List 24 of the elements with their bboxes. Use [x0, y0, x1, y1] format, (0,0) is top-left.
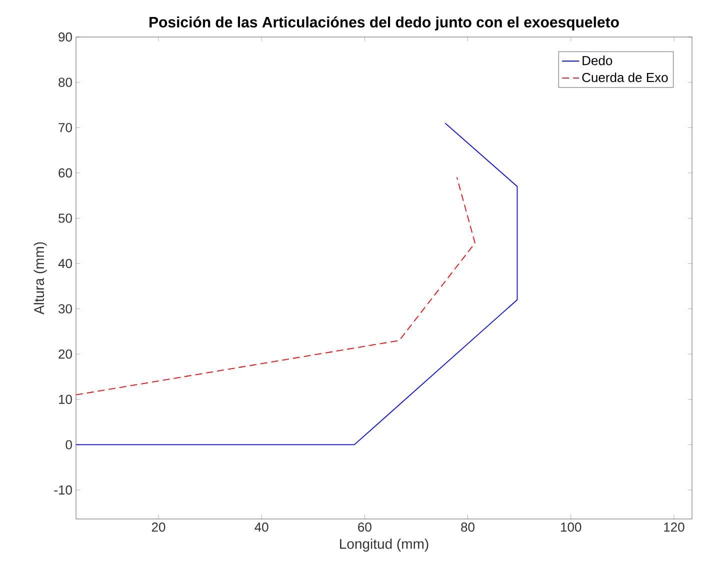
- legend-label: Dedo: [582, 56, 612, 66]
- y-tick-label: 30: [58, 304, 72, 314]
- y-tick-label: 70: [58, 122, 72, 132]
- x-tick-label: 80: [461, 522, 474, 532]
- y-tick-label: 40: [58, 258, 72, 268]
- x-tick-label: 40: [254, 522, 268, 532]
- legend-label: Cuerda de Exo: [582, 72, 668, 82]
- y-axis-title: Altura (mm): [34, 242, 47, 315]
- line-series: [76, 176, 476, 396]
- x-tick-label: 120: [664, 522, 684, 532]
- x-tick-label: 100: [561, 522, 582, 532]
- y-tick-label: -10: [54, 485, 72, 495]
- y-tick-label: 90: [58, 32, 72, 42]
- chart-title: Posición de las Articulaciónes del dedo junto con el exoesqueleto: [150, 16, 619, 30]
- y-tick-label: 60: [58, 168, 72, 178]
- y-tick-label: 0: [66, 440, 72, 450]
- y-tick-label: 50: [58, 214, 72, 223]
- line-series: [76, 122, 518, 446]
- y-tick-label: 10: [59, 394, 72, 404]
- x-tick-label: 20: [152, 522, 166, 532]
- y-tick-label: 80: [58, 78, 72, 87]
- x-axis-title: Longitud (mm): [340, 538, 428, 552]
- y-tick-label: 20: [58, 349, 72, 359]
- x-tick-label: 60: [358, 522, 372, 532]
